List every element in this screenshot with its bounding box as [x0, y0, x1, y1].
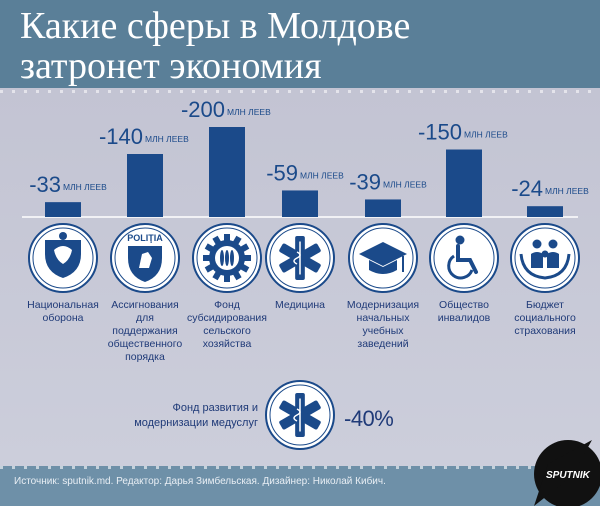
category-label-line: Общество: [439, 299, 489, 311]
bar-value-2: -140: [99, 124, 143, 149]
category-label-line: заведений: [357, 338, 409, 350]
category-label-line: общественного: [107, 338, 183, 350]
police-emblem-icon: POLIŢIA: [110, 223, 180, 293]
category-label-line: учебных: [362, 325, 404, 337]
category-label-5: Модернизация начальных учебных заведений: [338, 299, 428, 351]
bar-2: [127, 154, 163, 217]
category-label-line: хозяйства: [202, 338, 252, 350]
fund-value: -40%: [344, 406, 394, 431]
fund-label: Фонд развития и модернизации медуслуг: [80, 401, 258, 431]
category-label-line: для: [136, 312, 154, 324]
category-label-4: Медицина: [255, 299, 345, 312]
svg-text:POLIŢIA: POLIŢIA: [127, 233, 163, 243]
title-line-2: затронет экономия: [20, 45, 322, 87]
category-label-6: Общество инвалидов: [419, 299, 509, 325]
category-label-line: поддержания: [112, 325, 178, 337]
fund-label-line-2: модернизации медуслуг: [134, 417, 258, 429]
bar-value-7: -24: [511, 176, 543, 201]
bar-unit-1: МЛН ЛЕЕВ: [63, 182, 107, 192]
bar-5: [365, 199, 401, 217]
bars-group: -33 МЛН ЛЕЕВ-140 МЛН ЛЕЕВ-200 МЛН ЛЕЕВ-59 МЛ…: [29, 97, 589, 217]
category-label-1: Национальная оборона: [18, 299, 108, 325]
sputnik-logo: SPUTNIK: [534, 440, 600, 506]
graduation-cap-icon: [348, 223, 418, 293]
wheelchair-icon: [429, 223, 499, 293]
bar-unit-4: МЛН ЛЕЕВ: [300, 170, 344, 180]
bar-unit-3: МЛН ЛЕЕВ: [227, 107, 271, 117]
category-label-line: Медицина: [275, 299, 325, 311]
bar-value-3: -200: [181, 97, 225, 122]
bar-value-1: -33: [29, 172, 61, 197]
top-divider: [0, 90, 600, 93]
bar-7: [527, 206, 563, 217]
bar-value-4: -59: [266, 160, 298, 185]
category-label-2: Ассигнования для поддержания общественного п…: [100, 299, 190, 364]
category-label-line: сельского: [203, 325, 251, 337]
category-label-line: Ассигнования: [111, 299, 179, 311]
footer-divider: [0, 466, 600, 469]
bar-4: [282, 190, 318, 217]
title-line-1: Какие сферы в Молдове: [20, 5, 411, 47]
category-label-line: Модернизация: [346, 299, 420, 311]
svg-text:SPUTNIK: SPUTNIK: [546, 470, 591, 481]
star-of-life-icon: [265, 223, 335, 293]
source-credit: Источник: sputnik.md. Редактор: Дарья Зи…: [14, 476, 386, 487]
bar-3: [209, 127, 245, 217]
wheat-gear-icon: [192, 223, 262, 293]
footer-band: [0, 466, 600, 506]
defense-emblem-icon: [28, 223, 98, 293]
category-label-line: оборона: [42, 312, 84, 324]
page-title: Какие сферы в Молдове затронет экономия: [20, 6, 580, 86]
category-label-line: инвалидов: [437, 312, 491, 324]
category-label-line: Фонд: [214, 299, 240, 311]
category-label-line: страхования: [514, 325, 576, 337]
category-label-7: Бюджет социального страхования: [500, 299, 590, 338]
icons-group: POLIŢIA: [28, 223, 580, 450]
family-hands-icon: [510, 223, 580, 293]
bar-unit-5: МЛН ЛЕЕВ: [383, 179, 427, 189]
bar-value-5: -39: [349, 169, 381, 194]
category-label-3: Фонд субсидирования сельского хозяйства: [182, 299, 272, 351]
category-label-line: Бюджет: [526, 299, 564, 311]
title-band: [0, 0, 600, 88]
category-label-line: субсидирования: [187, 312, 267, 324]
category-label-line: социального: [514, 312, 576, 324]
category-label-line: Национальная: [27, 299, 99, 311]
bar-6: [446, 149, 482, 217]
bar-unit-6: МЛН ЛЕЕВ: [464, 130, 508, 140]
category-label-line: начальных: [356, 312, 410, 324]
bar-value-6: -150: [418, 120, 462, 145]
fund-star-of-life-icon: [265, 380, 335, 450]
category-label-line: порядка: [125, 351, 165, 363]
fund-label-line-1: Фонд развития и: [172, 402, 258, 414]
bar-unit-7: МЛН ЛЕЕВ: [545, 186, 589, 196]
bar-unit-2: МЛН ЛЕЕВ: [145, 134, 189, 144]
bar-1: [45, 202, 81, 217]
